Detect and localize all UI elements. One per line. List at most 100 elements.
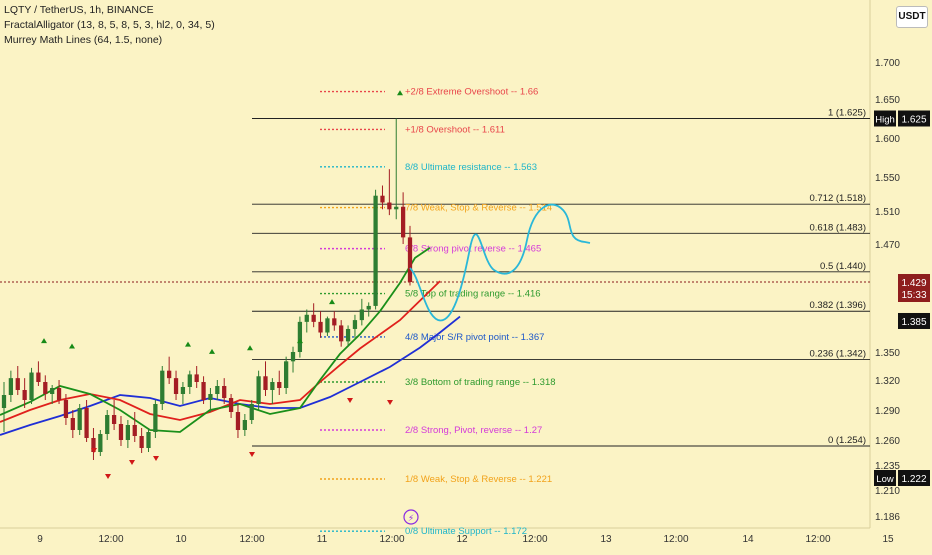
candle-body (180, 387, 186, 394)
x-tick-label: 12:00 (379, 534, 404, 545)
candle-body (70, 418, 75, 430)
candle-body (153, 404, 158, 432)
y-tick-label: 1.260 (875, 436, 900, 447)
high-tag-box (874, 110, 896, 127)
candle-body (160, 370, 165, 404)
projection-drawing (409, 203, 591, 322)
x-tick-label: 12:00 (805, 534, 830, 545)
current-price-box (898, 274, 930, 302)
fractal-down-marker (153, 456, 159, 461)
fib-level-label: 0.5 (1.440) (820, 261, 866, 272)
candle-body (359, 309, 364, 321)
fractal-up-marker (41, 338, 47, 344)
indicator-fractal-alligator[interactable]: FractalAlligator (13, 8, 5, 8, 5, 3, hl2… (4, 19, 215, 31)
candle-body (263, 376, 268, 390)
candle-body (146, 432, 151, 448)
candle-body (43, 382, 48, 394)
alligator-teeth-line (0, 280, 441, 423)
x-tick-label: 10 (175, 534, 187, 545)
y-tick-label: 1.550 (875, 173, 900, 184)
candle-body (373, 195, 378, 306)
candle-body (400, 206, 406, 238)
fractal-down-marker (347, 398, 353, 403)
candle-body (352, 320, 358, 329)
price-tag-value: 1.385 (901, 317, 926, 328)
candle-body (290, 352, 296, 362)
candle-body (215, 386, 220, 394)
candle-body (339, 325, 344, 342)
fractal-up-marker (397, 90, 403, 96)
candle-body (407, 237, 413, 282)
fractal-down-marker (91, 448, 97, 453)
y-tick-label: 1.650 (875, 95, 900, 106)
fractal-up-marker (247, 345, 253, 351)
fib-level-label: 0.712 (1.518) (809, 193, 866, 204)
price-tag-box (898, 312, 930, 329)
candle-body (111, 415, 117, 424)
murrey-line-label: 0/8 Ultimate Support -- 1.172 (405, 526, 527, 537)
candle-body (56, 388, 62, 400)
candle-body (91, 438, 96, 452)
price-tag-box (898, 470, 930, 486)
candle-body (256, 376, 261, 404)
candle-body (139, 436, 144, 448)
high-tag-label: High (875, 115, 895, 126)
y-tick-label: 1.470 (875, 240, 900, 251)
candle-body (125, 425, 130, 440)
x-tick-label: 12 (456, 534, 468, 545)
murrey-line-label: 8/8 Ultimate resistance -- 1.563 (405, 162, 537, 173)
candle-body (84, 408, 89, 438)
candle-body (173, 378, 179, 394)
murrey-line-label: 1/8 Weak, Stop & Reverse -- 1.221 (405, 474, 552, 485)
fractal-down-marker (105, 474, 111, 479)
fractal-up-marker (69, 343, 75, 349)
x-tick-label: 12:00 (663, 534, 688, 545)
fib-level-label: 0.618 (1.483) (809, 222, 866, 233)
candle-body (63, 400, 69, 418)
x-tick-label: 14 (742, 534, 754, 545)
event-icon (403, 509, 419, 525)
candle-body (297, 321, 303, 352)
candle-body (201, 382, 206, 400)
candle-body (318, 321, 323, 333)
candle-body (22, 390, 27, 400)
candle-body (284, 361, 289, 388)
murrey-line-label: 2/8 Strong, Pivot, reverse -- 1.27 (405, 425, 542, 436)
x-tick-label: 9 (37, 534, 43, 545)
candle-body (277, 382, 282, 388)
candle-body (118, 424, 124, 440)
low-price-tag: 1.222 (898, 470, 930, 486)
fib-level-label: 0 (1.254) (828, 435, 866, 446)
y-tick-label: 1.290 (875, 406, 900, 417)
x-tick-label: 15 (882, 534, 894, 545)
y-tick-label: 1.210 (875, 486, 900, 497)
murrey-line-label: 4/8 Major S/R pivot point -- 1.367 (405, 332, 544, 343)
y-tick-label: 1.186 (875, 512, 900, 523)
candle-body (366, 305, 371, 310)
fractal-up-marker (185, 341, 191, 347)
candle-body (345, 328, 351, 342)
price-tag-value: 1.222 (901, 474, 926, 485)
candle-body (270, 382, 275, 390)
fractal-down-marker (129, 460, 135, 465)
fib-level-label: 1 (1.625) (828, 108, 866, 119)
fractal-up-marker (209, 348, 215, 354)
low-tag-box (874, 470, 896, 486)
alligator-lips-line (0, 246, 431, 433)
y-tick-label: 1.235 (875, 461, 900, 472)
candle-body (132, 425, 137, 436)
candle-body (98, 434, 103, 452)
low-tag-label: Low (876, 474, 894, 485)
candle-body (1, 395, 7, 408)
murrey-line-label: +2/8 Extreme Overshoot -- 1.66 (405, 87, 538, 98)
price-tag-value: 1.625 (901, 115, 926, 126)
symbol-title[interactable]: LQTY / TetherUS, 1h, BINANCE (4, 4, 154, 16)
indicator-murrey-math[interactable]: Murrey Math Lines (64, 1.5, none) (4, 34, 163, 46)
candle-body (15, 378, 20, 390)
currency-button[interactable]: USDT (896, 6, 928, 28)
level-price-tag: 1.385 (898, 312, 930, 329)
x-tick-label: 12:00 (239, 534, 264, 545)
murrey-line-label: 6/8 Strong pivot reverse -- 1.465 (405, 244, 541, 255)
